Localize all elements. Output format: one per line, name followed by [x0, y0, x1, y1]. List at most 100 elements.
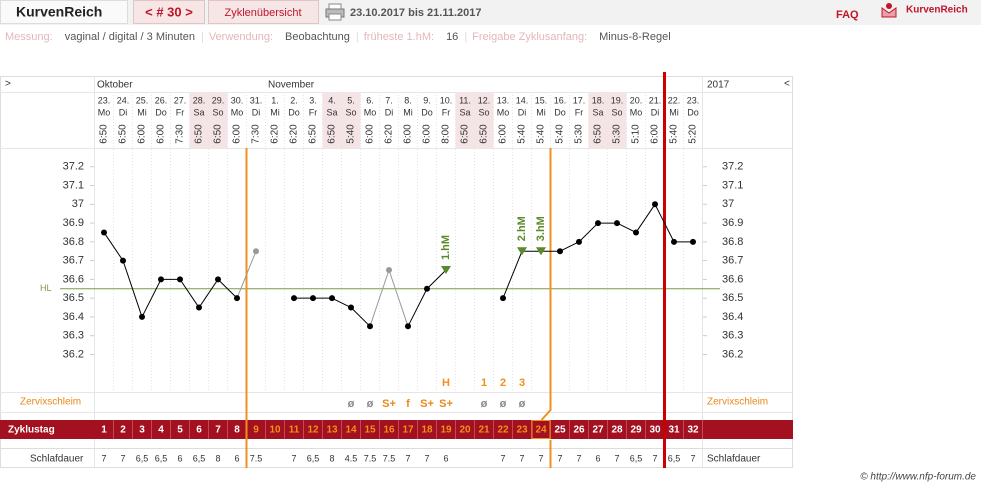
sleep-value: 6,5: [307, 453, 320, 463]
cycle-day: 26: [573, 425, 585, 436]
sleep-value: 6: [595, 453, 600, 463]
time: 5:40: [517, 124, 528, 144]
weekday: Mi: [270, 107, 280, 117]
sleep-value: 6,5: [630, 453, 643, 463]
time: 6:00: [422, 124, 433, 144]
temp-point: [139, 313, 145, 320]
connector: [502, 251, 523, 299]
sleep-value: 6: [177, 453, 182, 463]
sleep-value: 6,5: [193, 453, 206, 463]
time: 6:50: [194, 124, 205, 144]
cycle-day: 17: [402, 425, 414, 436]
time: 5:40: [555, 124, 566, 144]
date: 26.: [155, 95, 168, 105]
cycle-nav[interactable]: < # 30 >: [145, 4, 193, 19]
connector: [198, 279, 219, 308]
time: 6:20: [289, 124, 300, 144]
weekday: Di: [252, 107, 261, 117]
weekday: Mo: [630, 107, 643, 117]
weekend-shade: [322, 92, 342, 149]
info-value: 16: [446, 31, 458, 43]
nav-right[interactable]: <: [784, 79, 790, 90]
time: 6:00: [498, 124, 509, 144]
y-tick-label: 37.2: [722, 161, 743, 173]
temp-point: [671, 238, 677, 245]
date: 14.: [516, 95, 529, 105]
cycle-day: 16: [383, 425, 395, 436]
y-tick-label: 36.9: [722, 217, 743, 229]
connector: [654, 204, 675, 243]
time: 6:50: [213, 124, 224, 144]
time: 5:30: [612, 124, 623, 144]
info-label: Freigabe Zyklusanfang:: [472, 31, 587, 43]
print-icon[interactable]: [325, 3, 345, 21]
y-tick-label: 36.4: [722, 311, 743, 323]
time: 5:40: [346, 124, 357, 144]
date: 31.: [250, 95, 263, 105]
temp-point: [101, 229, 107, 236]
faq[interactable]: FAQ: [836, 9, 859, 21]
overview[interactable]: Zyklenübersicht: [224, 7, 301, 19]
date: 18.: [592, 95, 605, 105]
year: 2017: [707, 80, 730, 91]
cervix-symbol: f: [406, 398, 410, 410]
temp-point: [424, 285, 430, 292]
sleep-value: 7: [500, 453, 505, 463]
weekday: Mo: [497, 107, 510, 117]
y-tick-label: 36.7: [722, 255, 743, 267]
date: 19.: [611, 95, 624, 105]
month-label: November: [268, 80, 315, 91]
time: 7:30: [251, 124, 262, 144]
info-label: früheste 1.hM:: [364, 31, 434, 43]
date: 27.: [174, 95, 187, 105]
temp-point: [329, 295, 335, 302]
footer: © http://www.nfp-forum.de: [860, 472, 976, 483]
y-tick-label: 36.7: [63, 255, 84, 267]
nav-left[interactable]: >: [5, 79, 11, 90]
weekend-shade: [189, 92, 209, 149]
brand[interactable]: KurvenReich: [16, 4, 102, 20]
weekend-shade: [208, 92, 228, 149]
date: 23.: [98, 95, 111, 105]
temp-point: [234, 295, 240, 302]
sleep-value: 7: [652, 453, 657, 463]
fertile-end-box: [531, 420, 551, 439]
cycle-day: 1: [101, 425, 107, 436]
cycle-nav-tab[interactable]: [133, 0, 205, 24]
overview-tab[interactable]: [208, 0, 319, 24]
date: 2.: [290, 95, 298, 105]
weekday: Di: [119, 107, 128, 117]
peak-marker: [441, 266, 451, 274]
temp-point: [177, 276, 183, 283]
info-label: Messung:: [5, 31, 53, 43]
temp-point: [196, 304, 202, 311]
info-line: Messung: vaginal / digital / 3 Minuten | Ve…: [5, 31, 671, 43]
brand-tab[interactable]: [0, 0, 128, 24]
cycle-day: 31: [668, 425, 680, 436]
sleep-value: 8: [215, 453, 220, 463]
temp-point: [158, 276, 164, 283]
separator: |: [356, 31, 359, 43]
date: 23.: [687, 95, 700, 105]
y-tick-label: 37.2: [63, 161, 84, 173]
connector: [236, 251, 257, 299]
sleep-value: 6: [234, 453, 239, 463]
weekday: Sa: [326, 107, 337, 117]
connector: [388, 269, 409, 327]
weekday: Sa: [459, 107, 470, 117]
temp-point: [386, 267, 392, 273]
cycle-day: 29: [630, 425, 642, 436]
y-tick-label: 36.6: [722, 273, 743, 285]
weekday: Sa: [592, 107, 603, 117]
time: 6:20: [384, 124, 395, 144]
logo[interactable]: KurvenReich: [906, 5, 968, 16]
y-tick-label: 37.1: [63, 179, 84, 191]
date: 25.: [136, 95, 149, 105]
sleep-value: 6,5: [155, 453, 168, 463]
weekday: Fr: [575, 107, 584, 117]
temp-point: [367, 323, 373, 330]
time: 6:00: [232, 124, 243, 144]
temp-point: [595, 220, 601, 227]
weekday: So: [478, 107, 489, 117]
